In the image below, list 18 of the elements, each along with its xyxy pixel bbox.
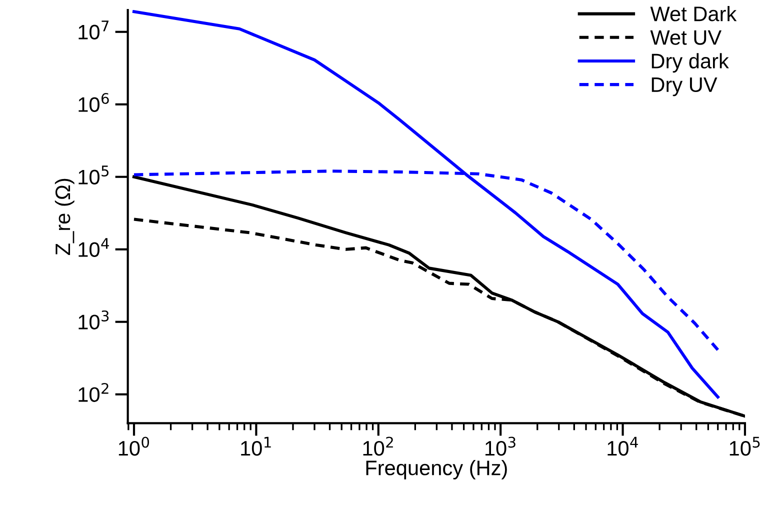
x-tick-label: 10$^{5}$ bbox=[730, 436, 760, 456]
y-tick-label: 10$^{2}$ bbox=[78, 382, 108, 402]
x-tick-label: 10$^{1}$ bbox=[241, 436, 271, 456]
x-axis-title: Frequency (Hz) bbox=[366, 460, 507, 480]
y-tick-label: 10$^{7}$ bbox=[78, 20, 109, 40]
legend-label: Wet Dark bbox=[650, 6, 737, 22]
legend-label: Wet UV bbox=[650, 30, 722, 45]
y-axis-title: Z_re (Ω) bbox=[54, 178, 74, 255]
legend-label: Dry dark bbox=[652, 53, 729, 73]
y-tick-label: 10$^{5}$ bbox=[78, 166, 109, 184]
x-tick-label: 10$^{0}$ bbox=[118, 436, 150, 456]
x-tick-label: 10$^{4}$ bbox=[608, 436, 638, 456]
y-tick-label: 10$^{6}$ bbox=[78, 92, 109, 112]
y-tick-label: 10$^{3}$ bbox=[78, 310, 109, 330]
x-tick-label: 10$^{3}$ bbox=[486, 436, 516, 456]
x-tick-label: 10$^{2}$ bbox=[363, 436, 393, 456]
legend-label: Dry UV bbox=[652, 78, 718, 96]
y-tick-label: 10$^{4}$ bbox=[78, 238, 109, 257]
